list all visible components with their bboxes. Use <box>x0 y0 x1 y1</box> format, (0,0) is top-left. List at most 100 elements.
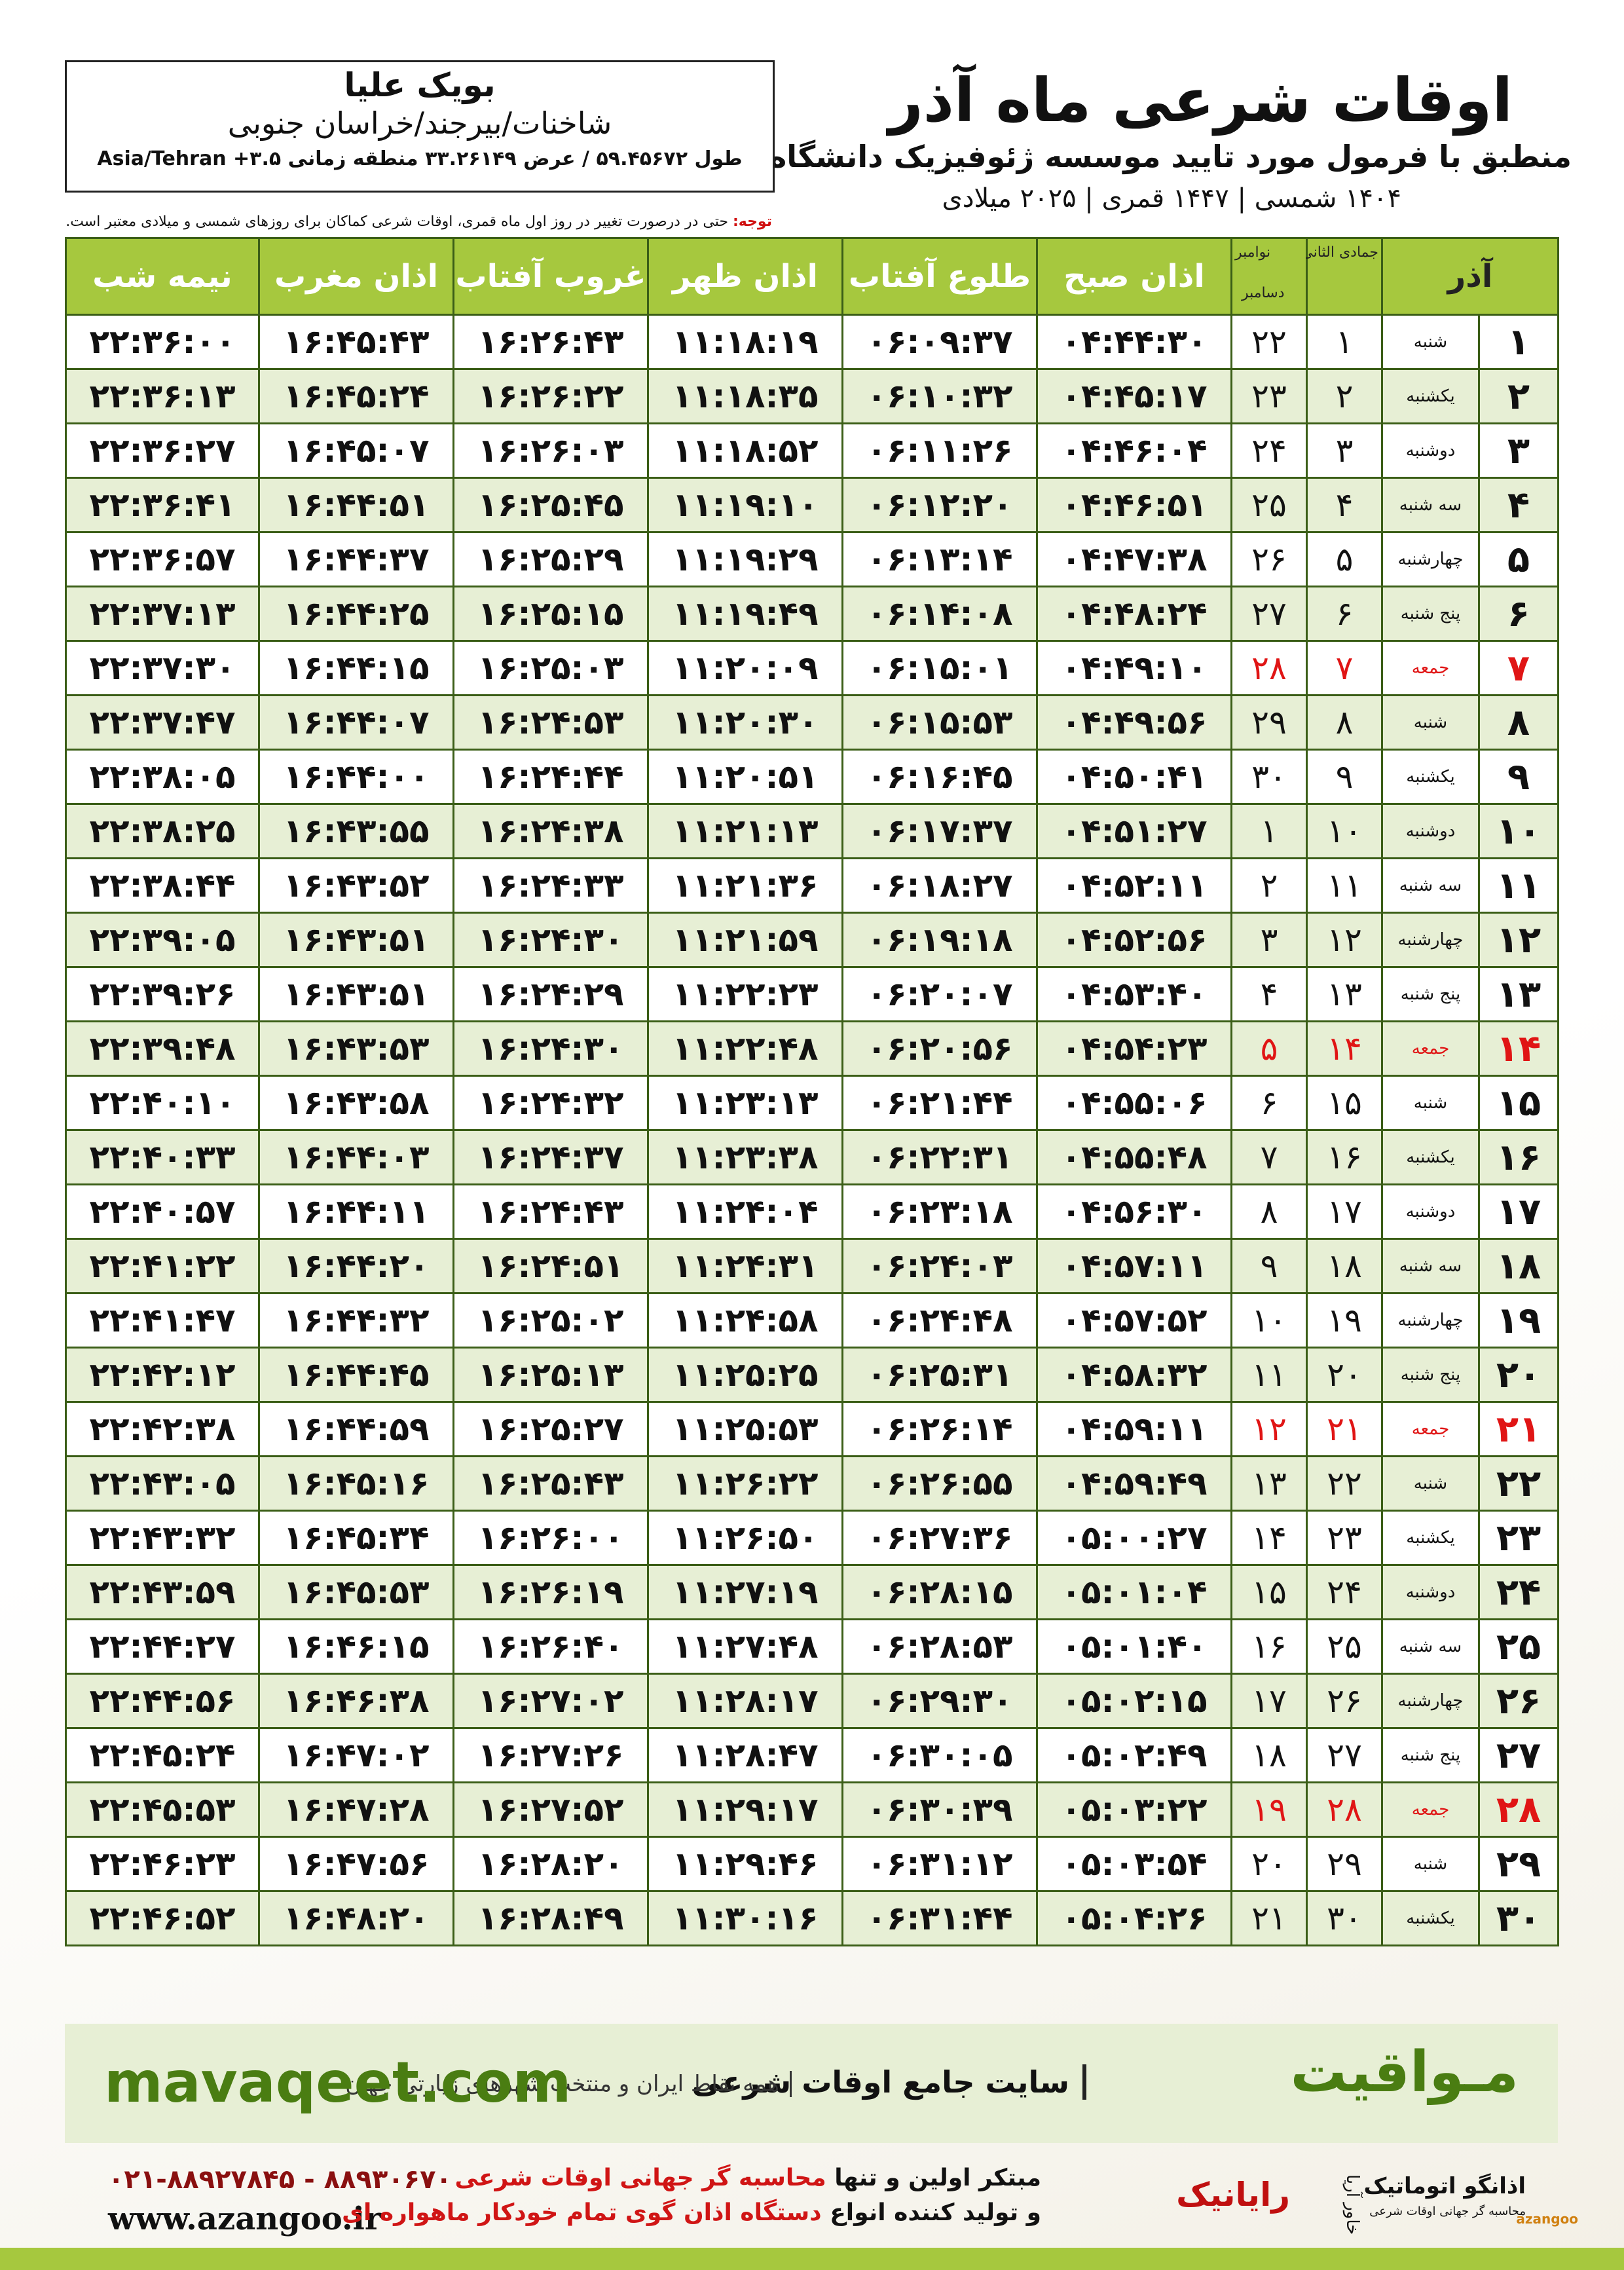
weekday: سه شنبه <box>1381 477 1480 533</box>
greg-day: ۱۰ <box>1230 1292 1308 1349</box>
greg-day: ۱۹ <box>1230 1781 1308 1838</box>
time-cell: ۱۶:۴۵:۵۳ <box>258 1564 454 1620</box>
time-cell: ۰۶:۲۸:۱۵ <box>841 1564 1038 1620</box>
table-row: ۱۶ یکشنبه ۱۶ ۷ ۰۴:۵۵:۴۸ ۰۶:۲۲:۳۱ ۱۱:۲۳:۳۸ ۱۶:۲۴… <box>65 1129 1559 1185</box>
weekday: پنج شنبه <box>1381 586 1480 642</box>
time-cell: ۱۱:۲۵:۵۳ <box>647 1401 843 1457</box>
table-row: ۲ یکشنبه ۲ ۲۳ ۰۴:۴۵:۱۷ ۰۶:۱۰:۳۲ ۱۱:۱۸:۳۵ ۱۶:۲۶:… <box>65 368 1559 424</box>
logo-en: azangoo <box>1516 2211 1578 2227</box>
greg-day: ۳۰ <box>1230 749 1308 805</box>
time-cell: ۲۲:۴۴:۲۷ <box>65 1618 260 1675</box>
time-cell: ۰۴:۴۸:۲۴ <box>1036 586 1232 642</box>
site-url: mavaqeet.com <box>104 2050 572 2115</box>
weekday: شنبه <box>1381 1075 1480 1131</box>
time-cell: ۲۲:۳۸:۰۵ <box>65 749 260 805</box>
time-cell: ۲۲:۳۸:۲۵ <box>65 803 260 859</box>
time-cell: ۰۶:۱۶:۴۵ <box>841 749 1038 805</box>
column-header: غروب آفتاب <box>452 237 649 316</box>
weekday: یکشنبه <box>1381 749 1480 805</box>
greg-day: ۱۸ <box>1230 1727 1308 1783</box>
header-row: آذر جمادی الثانی نوامبر دسامبر اذان صبح طل… <box>65 237 1559 316</box>
time-cell: ۰۶:۲۲:۳۱ <box>841 1129 1038 1185</box>
day-number: ۲۰ <box>1478 1347 1559 1403</box>
time-cell: ۲۲:۳۹:۲۶ <box>65 966 260 1022</box>
time-cell: ۱۱:۲۸:۴۷ <box>647 1727 843 1783</box>
hijri-day: ۴ <box>1306 477 1383 533</box>
time-cell: ۱۶:۴۳:۵۳ <box>258 1020 454 1077</box>
time-cell: ۰۴:۵۱:۲۷ <box>1036 803 1232 859</box>
table-row: ۱۰ دوشنبه ۱۰ ۱ ۰۴:۵۱:۲۷ ۰۶:۱۷:۳۷ ۱۱:۲۱:۱۳ ۱۶:۲۴… <box>65 803 1559 859</box>
greg-day: ۱۶ <box>1230 1618 1308 1675</box>
greg-day: ۲ <box>1230 857 1308 914</box>
time-cell: ۰۵:۰۲:۴۹ <box>1036 1727 1232 1783</box>
time-cell: ۱۱:۲۹:۱۷ <box>647 1781 843 1838</box>
time-cell: ۰۴:۵۲:۵۶ <box>1036 912 1232 968</box>
time-cell: ۱۱:۲۲:۴۸ <box>647 1020 843 1077</box>
time-cell: ۰۶:۱۱:۲۶ <box>841 422 1038 479</box>
time-cell: ۱۶:۲۵:۲۷ <box>452 1401 649 1457</box>
hijri-day: ۲۰ <box>1306 1347 1383 1403</box>
hijri-day: ۲۱ <box>1306 1401 1383 1457</box>
time-cell: ۲۲:۳۹:۴۸ <box>65 1020 260 1077</box>
banner: مـواقیت سایت جامع اوقات شرعی همه نقاط ای… <box>65 2024 1558 2143</box>
time-cell: ۱۶:۴۷:۰۲ <box>258 1727 454 1783</box>
location-box: بویک علیا شاخنات/بیرجند/خراسان جنوبی طول… <box>65 60 775 193</box>
time-cell: ۱۶:۴۵:۴۳ <box>258 314 454 370</box>
table-row: ۶ پنج شنبه ۶ ۲۷ ۰۴:۴۸:۲۴ ۰۶:۱۴:۰۸ ۱۱:۱۹:۴۹ ۱۶:۲… <box>65 586 1559 642</box>
time-cell: ۲۲:۴۰:۳۳ <box>65 1129 260 1185</box>
time-cell: ۲۲:۳۶:۱۳ <box>65 368 260 424</box>
tagline-part: دستگاه اذان گوی تمام خودکار ماهواره ای <box>342 2199 822 2226</box>
time-cell: ۲۲:۴۱:۲۲ <box>65 1238 260 1294</box>
note: توجه: حتی در درصورت تغییر در روز اول ماه… <box>65 214 772 230</box>
time-cell: ۱۶:۴۴:۳۷ <box>258 531 454 587</box>
time-cell: ۰۴:۵۶:۳۰ <box>1036 1183 1232 1240</box>
day-number: ۴ <box>1478 477 1559 533</box>
time-cell: ۰۶:۱۴:۰۸ <box>841 586 1038 642</box>
day-number: ۹ <box>1478 749 1559 805</box>
time-cell: ۱۶:۴۴:۰۰ <box>258 749 454 805</box>
time-cell: ۲۲:۴۳:۰۵ <box>65 1455 260 1512</box>
time-cell: ۰۵:۰۰:۲۷ <box>1036 1510 1232 1566</box>
time-cell: ۱۶:۲۴:۳۰ <box>452 1020 649 1077</box>
time-cell: ۲۲:۳۶:۲۷ <box>65 422 260 479</box>
greg-day: ۲۹ <box>1230 694 1308 751</box>
time-cell: ۱۶:۴۴:۵۹ <box>258 1401 454 1457</box>
time-cell: ۱۶:۲۵:۲۹ <box>452 531 649 587</box>
location-region: شاخنات/بیرجند/خراسان جنوبی <box>227 105 612 141</box>
time-cell: ۱۱:۲۴:۰۴ <box>647 1183 843 1240</box>
website: www.azangoo.ir <box>108 2201 382 2237</box>
time-cell: ۱۶:۲۵:۰۲ <box>452 1292 649 1349</box>
time-cell: ۱۱:۲۶:۲۲ <box>647 1455 843 1512</box>
time-cell: ۲۲:۴۳:۵۹ <box>65 1564 260 1620</box>
column-header: اذان مغرب <box>258 237 454 316</box>
logo: رایانیک <box>1176 2176 1290 2214</box>
hijri-day: ۱۵ <box>1306 1075 1383 1131</box>
greg-day: ۱ <box>1230 803 1308 859</box>
time-cell: ۱۶:۴۷:۲۸ <box>258 1781 454 1838</box>
hijri-day: ۲۴ <box>1306 1564 1383 1620</box>
prayer-table: آذر جمادی الثانی نوامبر دسامبر اذان صبح طل… <box>65 237 1559 1946</box>
time-cell: ۲۲:۴۰:۱۰ <box>65 1075 260 1131</box>
time-cell: ۰۵:۰۳:۲۲ <box>1036 1781 1232 1838</box>
day-number: ۳۰ <box>1478 1890 1559 1946</box>
hijri-day: ۹ <box>1306 749 1383 805</box>
weekday: شنبه <box>1381 1455 1480 1512</box>
time-cell: ۰۴:۴۷:۳۸ <box>1036 531 1232 587</box>
hijri-day: ۲۷ <box>1306 1727 1383 1783</box>
time-cell: ۰۴:۵۲:۱۱ <box>1036 857 1232 914</box>
time-cell: ۱۶:۴۳:۵۲ <box>258 857 454 914</box>
greg-day: ۱۷ <box>1230 1673 1308 1729</box>
time-cell: ۱۶:۴۴:۱۱ <box>258 1183 454 1240</box>
time-cell: ۱۱:۲۶:۵۰ <box>647 1510 843 1566</box>
time-cell: ۲۲:۳۷:۴۷ <box>65 694 260 751</box>
note-text: حتی در درصورت تغییر در روز اول ماه قمری،… <box>65 214 728 230</box>
table-row: ۵ چهارشنبه ۵ ۲۶ ۰۴:۴۷:۳۸ ۰۶:۱۳:۱۴ ۱۱:۱۹:۲۹ ۱۶:۲… <box>65 531 1559 587</box>
weekday: یکشنبه <box>1381 1890 1480 1946</box>
time-cell: ۰۶:۲۰:۵۶ <box>841 1020 1038 1077</box>
time-cell: ۱۱:۲۴:۵۸ <box>647 1292 843 1349</box>
time-cell: ۰۶:۲۱:۴۴ <box>841 1075 1038 1131</box>
hijri-day: ۱۷ <box>1306 1183 1383 1240</box>
weekday: چهارشنبه <box>1381 912 1480 968</box>
time-cell: ۰۶:۲۵:۳۱ <box>841 1347 1038 1403</box>
day-number: ۲۴ <box>1478 1564 1559 1620</box>
